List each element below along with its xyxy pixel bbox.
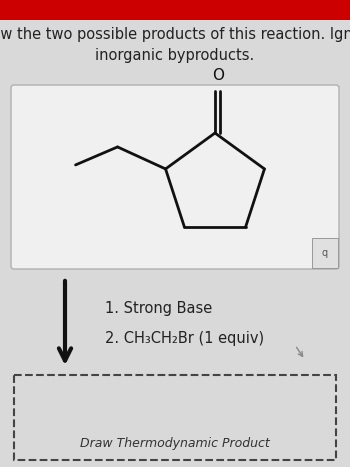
Text: q: q [322,248,328,258]
Bar [14,375,336,460]
Text: O: O [212,68,224,83]
Text: 1. Strong Base: 1. Strong Base [105,300,212,316]
Text: 2. CH₃CH₂Br (1 equiv): 2. CH₃CH₂Br (1 equiv) [105,331,264,346]
Text: Draw Thermodynamic Product: Draw Thermodynamic Product [80,437,270,450]
FancyBboxPatch shape [11,85,339,269]
Bar [0,0,350,20]
Text: Draw the two possible products of this reaction. Ignore
inorganic byproducts.: Draw the two possible products of this r… [0,27,350,63]
